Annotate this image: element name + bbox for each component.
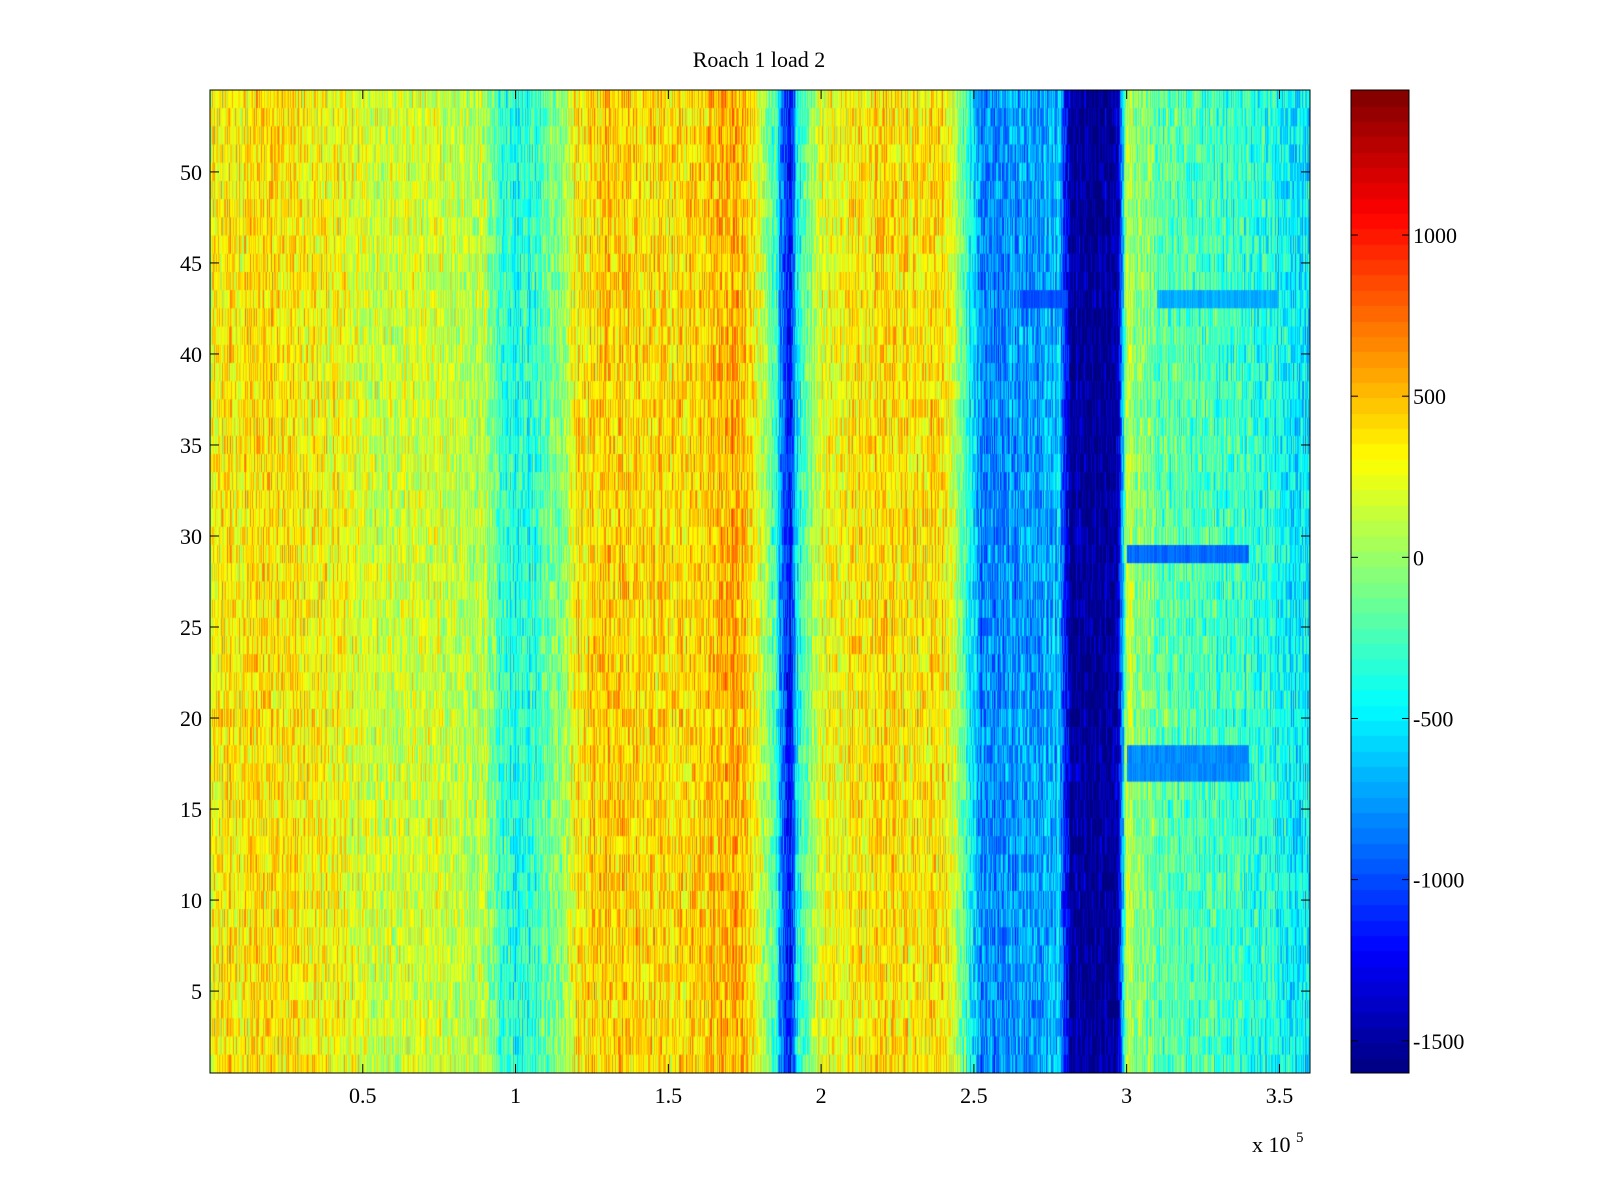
y-tick-label: 5 [191,979,202,1004]
x-axis-exponent: x 10 5 [1252,1130,1304,1157]
colorbar-tick-label: 500 [1413,384,1446,409]
colorbar-tick-label: 1000 [1413,223,1457,248]
y-tick-label: 40 [180,342,202,367]
x-tick-label: 1 [510,1083,521,1108]
y-tick-label: 20 [180,706,202,731]
chart-title: Roach 1 load 2 [693,47,826,72]
plot-axes-frame [209,89,1311,1074]
x-exponent-power: 5 [1296,1130,1304,1146]
y-tick-label: 35 [180,433,202,458]
x-tick-label: 3.5 [1266,1083,1294,1108]
x-tick-label: 3 [1121,1083,1132,1108]
y-tick-label: 45 [180,251,202,276]
colorbar-frame [1350,89,1410,1074]
x-exponent-base: x 10 [1252,1132,1291,1157]
y-tick-label: 10 [180,888,202,913]
colorbar-tick-label: -1000 [1413,868,1464,893]
x-axis: 0.5 1 1.5 2 2.5 3 3.5 [349,90,1293,1108]
x-tick-label: 0.5 [349,1083,377,1108]
colorbar: 1000 500 0 -500 -1000 -1500 [1350,89,1464,1074]
colorbar-tick-label: -1500 [1413,1029,1464,1054]
x-tick-label: 2.5 [960,1083,988,1108]
colorbar-gradient [1351,90,1409,1073]
y-tick-label: 50 [180,160,202,185]
colorbar-tick-label: 0 [1413,545,1424,570]
y-tick-label: 30 [180,524,202,549]
y-tick-label: 25 [180,615,202,640]
y-tick-label: 15 [180,797,202,822]
x-tick-label: 1.5 [655,1083,683,1108]
x-tick-label: 2 [816,1083,827,1108]
heatmap-image [210,90,1310,1073]
colorbar-tick-label: -500 [1413,706,1453,731]
y-axis: 5 10 15 20 25 30 35 40 45 50 [180,160,1310,1004]
